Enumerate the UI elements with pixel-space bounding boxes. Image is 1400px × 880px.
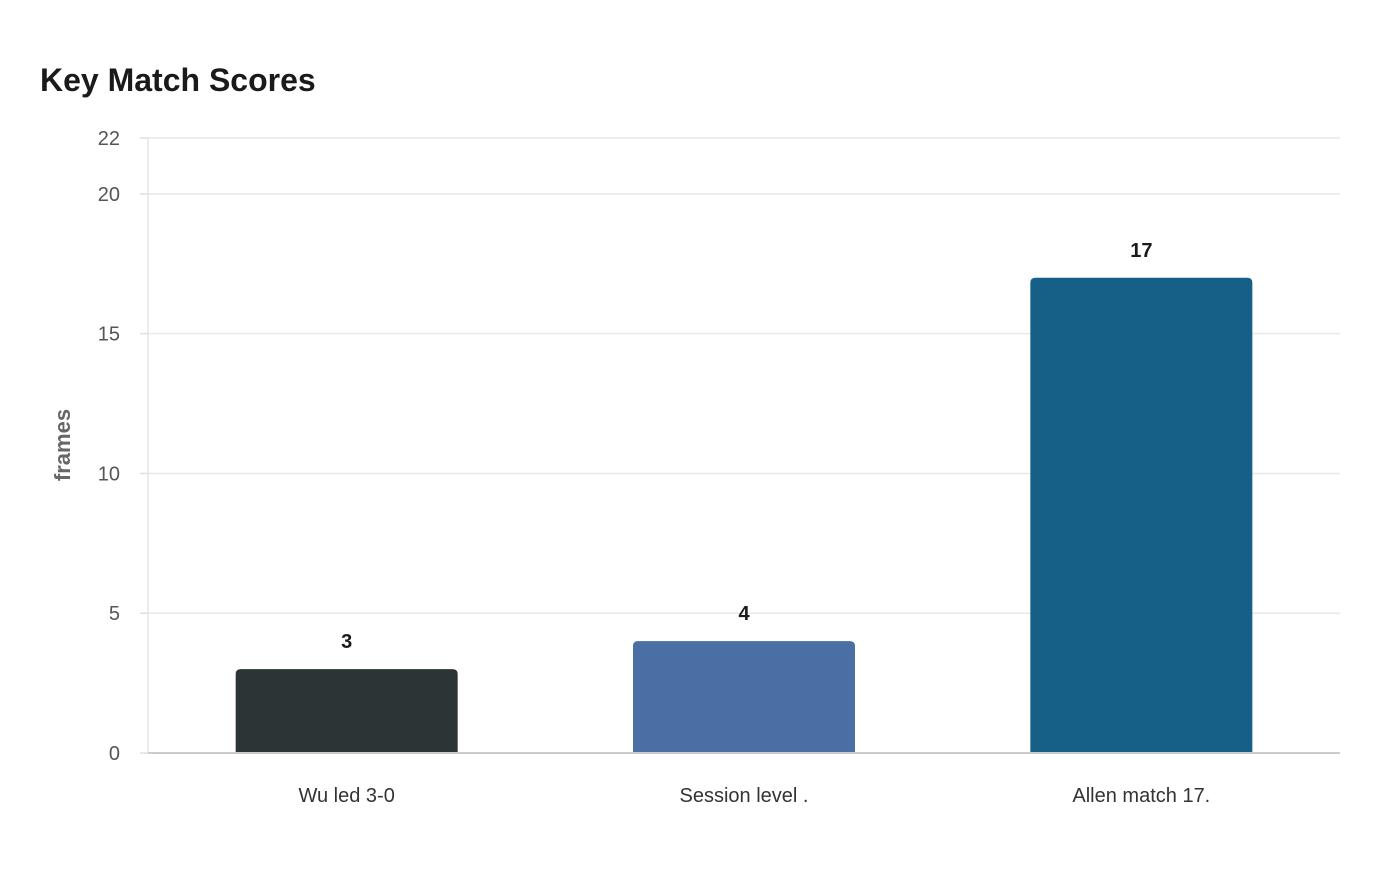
y-axis: 0 5 10 15 20 22 xyxy=(98,128,149,765)
y-tick-label: 5 xyxy=(109,603,120,625)
data-labels: 3 4 17 xyxy=(341,240,1152,653)
bars xyxy=(235,277,1253,753)
y-tick-label: 0 xyxy=(109,743,120,765)
x-category-label: Wu led 3-0 xyxy=(298,785,394,807)
bar-value-label: 4 xyxy=(738,603,750,625)
bar-value-label: 3 xyxy=(341,631,352,653)
y-tick-label: 22 xyxy=(98,128,120,150)
chart-title: Key Match Scores xyxy=(40,62,316,98)
y-tick-label: 20 xyxy=(98,184,120,206)
bar xyxy=(633,641,855,753)
x-axis: Wu led 3-0 Session level . Allen match 17. xyxy=(148,752,1340,807)
bar xyxy=(235,669,458,753)
x-category-label: Allen match 17. xyxy=(1072,785,1210,807)
x-category-label: Session level . xyxy=(680,785,809,807)
bar xyxy=(1030,277,1253,753)
y-tick-label: 10 xyxy=(98,463,120,485)
y-axis-title: frames xyxy=(50,409,75,481)
bar-value-label: 17 xyxy=(1130,240,1152,262)
y-tick-label: 15 xyxy=(98,324,120,346)
